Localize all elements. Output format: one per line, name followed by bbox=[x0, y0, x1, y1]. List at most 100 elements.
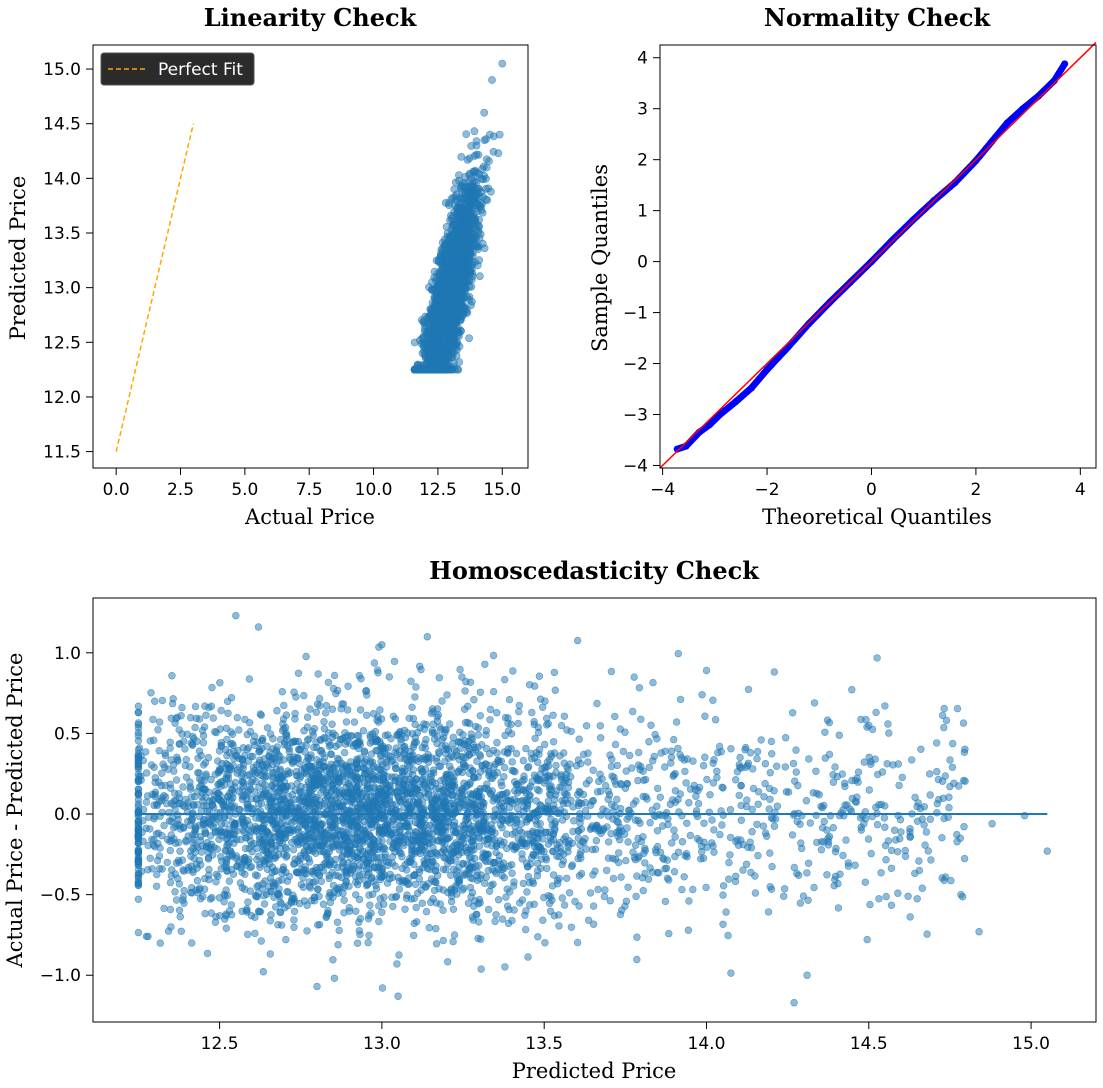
linearity-point bbox=[447, 336, 456, 345]
residual-point bbox=[735, 760, 743, 769]
residual-point bbox=[412, 903, 420, 912]
linearity-point bbox=[470, 232, 479, 241]
residual-point bbox=[202, 711, 210, 719]
residual-point bbox=[549, 711, 557, 719]
residual-point bbox=[432, 924, 440, 933]
linearity-point bbox=[433, 313, 442, 321]
residual-point bbox=[216, 679, 224, 687]
residual-point bbox=[330, 671, 339, 680]
linearity-point bbox=[447, 317, 456, 326]
linearity-title: Linearity Check bbox=[204, 3, 418, 32]
linearity-point bbox=[462, 195, 471, 204]
residual-point bbox=[178, 703, 186, 712]
linearity-point bbox=[457, 291, 466, 300]
residual-point bbox=[698, 691, 706, 699]
qq-point bbox=[1061, 60, 1069, 68]
residual-point bbox=[754, 851, 762, 860]
linearity-ytick-label: 14.5 bbox=[43, 115, 81, 135]
linearity-point bbox=[455, 332, 463, 340]
residual-point bbox=[748, 827, 756, 836]
residual-point bbox=[897, 828, 905, 836]
linearity-legend: Perfect Fit bbox=[100, 52, 255, 86]
normality-xlabel: Theoretical Quantiles bbox=[762, 505, 992, 529]
residual-point bbox=[601, 886, 609, 894]
residual-point bbox=[278, 687, 286, 696]
residual-point bbox=[645, 763, 653, 772]
linearity-point bbox=[442, 346, 451, 355]
residual-point bbox=[851, 861, 859, 869]
residual-point bbox=[166, 846, 175, 855]
residual-point bbox=[635, 684, 644, 692]
residual-point bbox=[893, 848, 902, 856]
linearity-point bbox=[428, 327, 437, 336]
residual-point bbox=[152, 882, 161, 890]
residual-point bbox=[624, 838, 632, 846]
residual-point bbox=[501, 675, 509, 684]
linearity-point bbox=[464, 263, 473, 272]
linearity-point bbox=[445, 279, 454, 288]
linearity-point bbox=[421, 360, 429, 369]
perfect-fit-line bbox=[115, 123, 195, 452]
residual-point bbox=[709, 696, 717, 704]
residual-point bbox=[637, 715, 645, 723]
linearity-point bbox=[462, 247, 471, 255]
residual-point bbox=[443, 691, 451, 699]
linearity-point bbox=[436, 360, 445, 369]
linearity-point bbox=[426, 349, 435, 358]
normality-panel: Normality Check Theoretical Quantiles Sa… bbox=[588, 3, 1097, 529]
residual-point bbox=[863, 935, 871, 944]
linearity-point bbox=[441, 239, 450, 248]
linearity-xtick-label: 0.0 bbox=[103, 480, 130, 500]
linearity-point bbox=[486, 187, 495, 196]
residual-point bbox=[593, 699, 601, 708]
linearity-point bbox=[495, 130, 504, 139]
linearity-ytick-label: 13.5 bbox=[43, 224, 81, 244]
residual-point bbox=[773, 802, 782, 810]
linearity-point bbox=[462, 130, 471, 138]
linearity-point bbox=[443, 293, 451, 302]
linearity-point bbox=[433, 294, 442, 303]
residual-point bbox=[711, 715, 720, 724]
residual-point bbox=[915, 857, 923, 865]
linearity-point bbox=[488, 76, 496, 84]
legend-perfect-fit-label: Perfect Fit bbox=[158, 60, 243, 80]
linearity-point bbox=[410, 365, 419, 374]
linearity-point bbox=[440, 313, 449, 322]
residual-point bbox=[718, 821, 726, 829]
residual-point bbox=[639, 886, 647, 895]
linearity-point bbox=[458, 256, 466, 264]
residual-point bbox=[409, 931, 418, 940]
residual-point bbox=[172, 896, 181, 904]
linearity-ylabel: Predicted Price bbox=[6, 176, 30, 341]
linearity-xtick-label: 15.0 bbox=[483, 480, 521, 500]
residual-point bbox=[710, 848, 718, 856]
linearity-point bbox=[447, 265, 456, 274]
linearity-point bbox=[457, 280, 465, 288]
linearity-xtick-label: 5.0 bbox=[231, 480, 258, 500]
residual-point bbox=[168, 671, 176, 680]
residual-point bbox=[613, 795, 621, 804]
residual-point bbox=[667, 839, 676, 847]
linearity-ytick-label: 12.5 bbox=[43, 333, 81, 353]
residual-point bbox=[306, 705, 314, 713]
residual-point bbox=[468, 888, 477, 897]
normality-ytick-label: −3 bbox=[623, 405, 648, 425]
residual-point bbox=[320, 717, 328, 726]
residual-point bbox=[710, 826, 718, 834]
linearity-marks bbox=[115, 59, 507, 452]
residual-point bbox=[486, 705, 495, 714]
residual-point bbox=[508, 869, 516, 877]
residual-point bbox=[844, 859, 852, 867]
linearity-xlabel: Actual Price bbox=[244, 505, 375, 529]
residual-point bbox=[960, 822, 968, 831]
linearity-point bbox=[453, 308, 462, 316]
residual-point bbox=[834, 904, 843, 912]
linearity-point bbox=[459, 207, 468, 215]
residual-point bbox=[328, 720, 336, 728]
linearity-point bbox=[454, 298, 463, 307]
normality-ytick-label: 4 bbox=[637, 49, 648, 69]
residual-point bbox=[789, 759, 798, 768]
residual-point bbox=[788, 831, 797, 839]
normality-ytick-label: −4 bbox=[623, 456, 648, 476]
residual-point bbox=[554, 911, 563, 919]
